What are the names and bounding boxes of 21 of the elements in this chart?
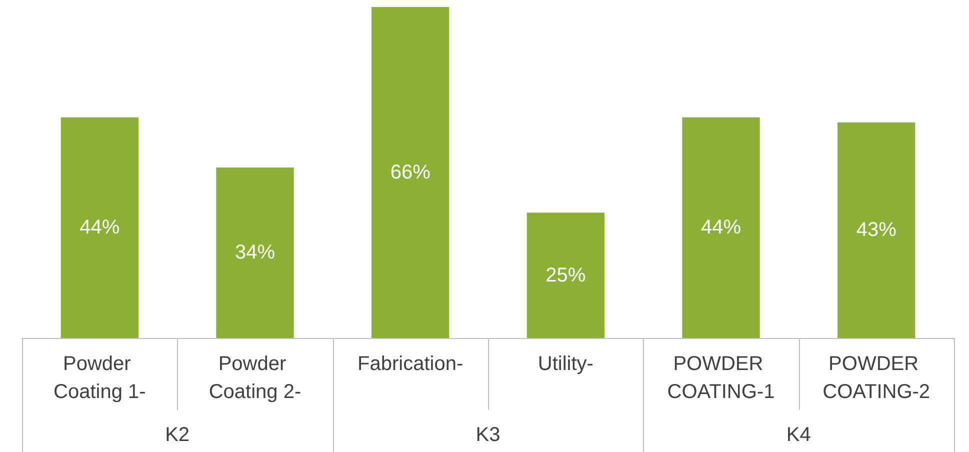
bar <box>216 167 294 338</box>
data-label: 34% <box>234 242 276 264</box>
text: K4 <box>785 424 812 447</box>
x-tick-label: Utility- <box>538 353 594 375</box>
bar <box>60 117 138 338</box>
text: K3 <box>474 424 502 447</box>
text: K2 <box>164 424 191 447</box>
data-label: 43% <box>856 219 897 242</box>
bar <box>838 122 916 338</box>
x-tick-label: Powder Coating 2- <box>208 353 302 403</box>
x-tick-label: Fabrication- <box>358 353 464 375</box>
data-label: 44% <box>80 216 120 239</box>
x-tick-label: POWDER COATING-2 <box>822 353 930 403</box>
x-tick-label: Powder Coating 1- <box>54 353 146 403</box>
bar <box>682 117 760 338</box>
bar <box>372 7 450 338</box>
data-label: 44% <box>700 216 742 239</box>
x-tick-label: POWDER COATING-1 <box>667 353 775 403</box>
data-label: 66% <box>390 162 431 184</box>
bar <box>526 212 604 338</box>
data-label: 25% <box>546 264 586 286</box>
